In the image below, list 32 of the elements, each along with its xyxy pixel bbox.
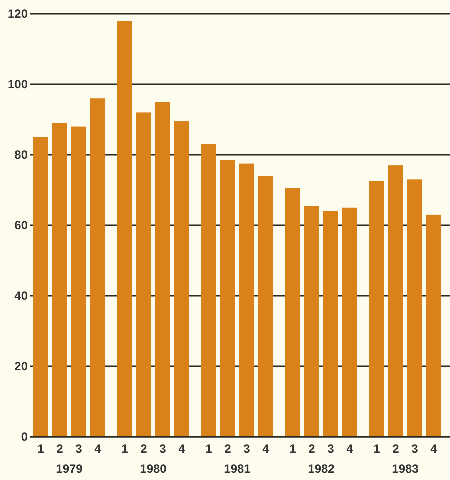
text: 1981: [224, 462, 252, 476]
y-tick-label: 40: [14, 289, 28, 304]
x-tick-label: 2: [392, 442, 400, 456]
y-tick-label: 120: [8, 7, 28, 22]
x-tick-label: 2: [140, 442, 148, 456]
x-tick-label: 1: [122, 442, 129, 456]
text: 1982: [308, 462, 336, 476]
x-tick-label: 4: [94, 442, 102, 456]
y-tick-label: 60: [14, 218, 28, 233]
y-tick-label: 80: [14, 148, 28, 162]
text: 1979: [56, 462, 84, 476]
x-tick-label: 4: [346, 442, 354, 456]
y-tick-label: 100: [8, 78, 28, 92]
x-tick-label: 1: [290, 442, 297, 456]
x-tick-label: 2: [56, 442, 64, 456]
text: 1980: [140, 462, 168, 476]
x-tick-label: 1: [38, 442, 45, 456]
x-tick-label: 3: [244, 442, 251, 456]
x-tick-label: 4: [178, 442, 186, 456]
y-tick-label: 0: [21, 430, 28, 444]
x-tick-label: 2: [308, 442, 316, 456]
x-tick-label: 4: [430, 442, 438, 456]
x-tick-label: 3: [412, 442, 419, 456]
x-tick-label: 1: [206, 442, 213, 456]
x-tick-label: 1: [374, 442, 381, 456]
y-tick-label: 20: [14, 360, 28, 374]
x-tick-label: 3: [76, 442, 83, 456]
x-tick-label: 4: [262, 442, 270, 456]
x-tick-label: 3: [328, 442, 335, 456]
x-tick-label: 2: [224, 442, 232, 456]
text: 1983: [392, 462, 420, 476]
x-tick-label: 3: [160, 442, 167, 456]
